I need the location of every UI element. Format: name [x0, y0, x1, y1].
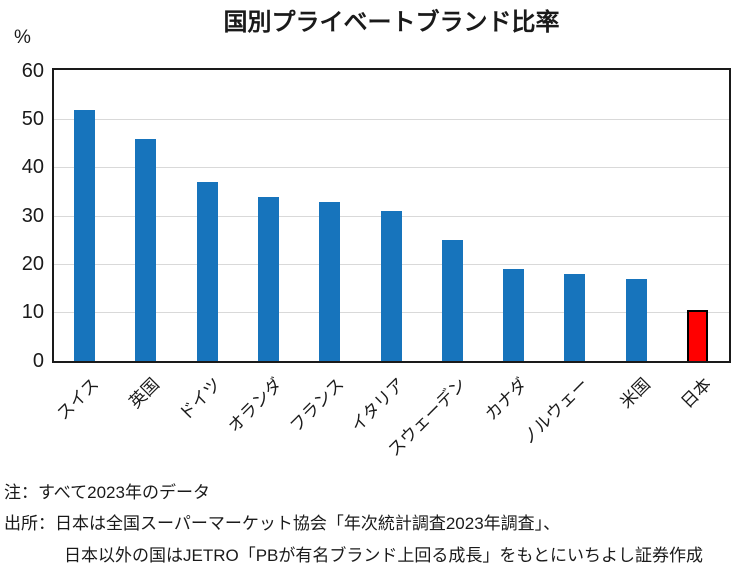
- bar: [380, 211, 402, 361]
- source-line-2: 日本以外の国はJETRO「PBが有名ブランド上回る成長」をもとにいちよし証券作成: [64, 546, 704, 565]
- chart-title: 国別プライベートブランド比率: [223, 9, 560, 36]
- x-axis-label: 英国: [125, 374, 164, 413]
- x-axis-label: スイス: [52, 374, 103, 424]
- y-tick-label: 20: [21, 252, 44, 275]
- x-axis-label: ドイツ: [175, 374, 225, 425]
- note-line: 注：すべて2023年のデータ: [4, 483, 210, 502]
- bar: [564, 274, 586, 361]
- y-tick-label: 50: [21, 107, 44, 130]
- gridline: [54, 118, 729, 120]
- y-tick-label: 0: [32, 349, 44, 372]
- bar: [196, 182, 218, 361]
- source-line-1: 出所：日本は全国スーパーマーケット協会「年次統計調査2023年調査」、: [4, 514, 561, 533]
- x-axis-label: 日本: [677, 374, 715, 413]
- bar: [441, 240, 463, 361]
- bar: [625, 278, 647, 361]
- x-axis-label: オランダ: [224, 374, 286, 437]
- bar: [319, 201, 341, 361]
- x-axis-label: フランス: [285, 374, 348, 436]
- gridline: [54, 167, 729, 169]
- x-axis-label: ノルウェー: [518, 374, 593, 449]
- y-tick-label: 10: [21, 301, 44, 324]
- highlighted-bar: [686, 310, 708, 361]
- bar: [503, 269, 525, 361]
- y-tick-label: 30: [21, 204, 44, 227]
- x-axis-label: カナダ: [481, 374, 532, 425]
- bar: [74, 109, 96, 361]
- y-tick-label: 40: [21, 156, 44, 179]
- plot-area: [52, 68, 731, 363]
- x-axis-label: 米国: [616, 374, 654, 413]
- bar: [135, 138, 157, 361]
- y-axis-unit-label: %: [14, 27, 31, 48]
- y-tick-label: 60: [21, 59, 44, 82]
- bar: [257, 196, 279, 361]
